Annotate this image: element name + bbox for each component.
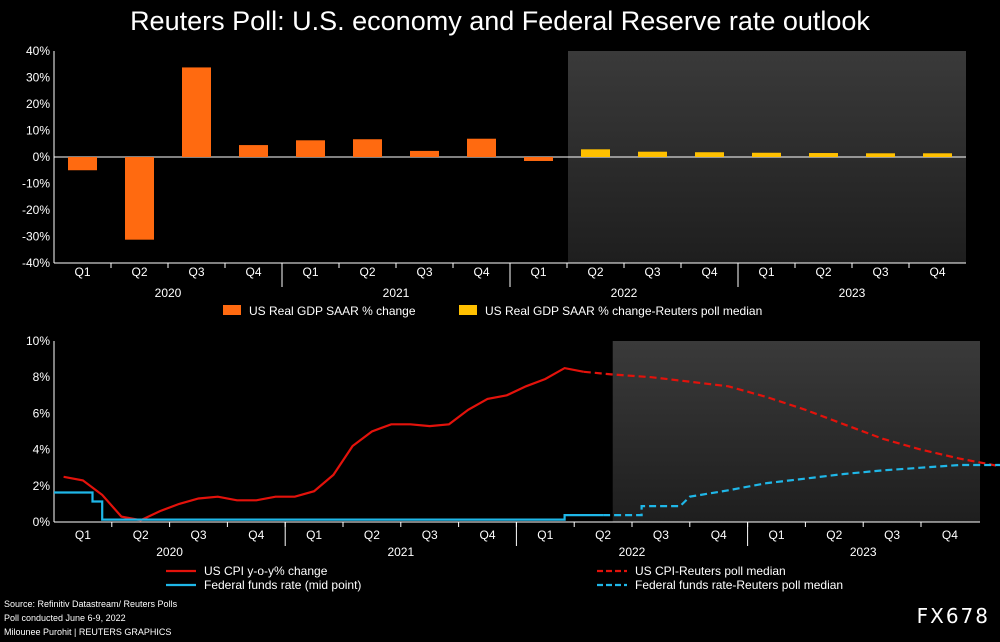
cpi-fed-legend: US CPI y-o-y% change US CPI-Reuters poll … xyxy=(166,564,843,592)
y-tick-label: 40% xyxy=(26,44,50,58)
year-label: 2020 xyxy=(156,545,183,559)
y-tick-label: 0% xyxy=(33,515,51,529)
x-tick-label: Q1 xyxy=(74,265,90,279)
x-tick-label: Q2 xyxy=(131,265,147,279)
y-tick-label: 2% xyxy=(33,479,51,493)
gdp-legend: US Real GDP SAAR % change US Real GDP SAA… xyxy=(223,304,762,318)
x-tick-label: Q3 xyxy=(422,528,438,542)
gdp-bar xyxy=(182,67,211,157)
gdp-forecast-bar xyxy=(581,149,610,157)
x-tick-label: Q1 xyxy=(75,528,91,542)
x-tick-label: Q4 xyxy=(942,528,958,542)
gdp-bar-chart: 40% 30% 20% 10% 0% -10% -20% -30% -40% Q1 Q2 Q3 Q4 Q1… xyxy=(22,44,966,300)
gdp-bar xyxy=(410,150,439,157)
x-tick-label: Q1 xyxy=(537,528,553,542)
y-tick-label: 10% xyxy=(26,124,50,138)
footer-source: Source: Refinitiv Datastream/ Reuters Po… xyxy=(4,599,178,609)
y-tick-label: 6% xyxy=(33,406,51,420)
y-tick-label: 0% xyxy=(33,150,51,164)
gdp-bar xyxy=(524,157,553,161)
legend-swatch xyxy=(223,305,241,315)
year-label: 2020 xyxy=(155,286,182,300)
x-tick-label: Q1 xyxy=(768,528,784,542)
fed-funds-line xyxy=(54,491,604,521)
x-tick-label: Q1 xyxy=(758,265,774,279)
watermark-logo: FX678 xyxy=(916,604,990,628)
year-label: 2022 xyxy=(611,286,638,300)
x-tick-label: Q1 xyxy=(306,528,322,542)
y-tick-label: -20% xyxy=(22,203,50,217)
gdp-bar xyxy=(296,140,325,157)
x-tick-label: Q3 xyxy=(416,265,432,279)
gdp-forecast-bar xyxy=(923,153,952,157)
year-label: 2023 xyxy=(839,286,866,300)
y-tick-label: 8% xyxy=(33,370,51,384)
forecast-shade xyxy=(612,341,980,522)
gdp-forecast-bar xyxy=(809,153,838,157)
x-tick-label: Q4 xyxy=(473,265,489,279)
gdp-bar xyxy=(125,157,154,240)
x-tick-label: Q4 xyxy=(245,265,261,279)
gdp-bar xyxy=(353,139,382,157)
footer-poll-date: Poll conducted June 6-9, 2022 xyxy=(4,613,126,623)
x-tick-label: Q3 xyxy=(190,528,206,542)
legend-swatch xyxy=(459,305,477,315)
fed-funds-forecast-line xyxy=(603,463,1000,517)
x-tick-label: Q2 xyxy=(587,265,603,279)
year-label: 2021 xyxy=(383,286,410,300)
gdp-forecast-bar xyxy=(695,152,724,157)
chart-title: Reuters Poll: U.S. economy and Federal R… xyxy=(130,6,870,36)
legend-label: Federal funds rate-Reuters poll median xyxy=(635,578,843,592)
x-tick-label: Q4 xyxy=(929,265,945,279)
gdp-bar xyxy=(68,157,97,171)
x-tick-label: Q4 xyxy=(479,528,495,542)
y-tick-label: 4% xyxy=(33,443,51,457)
cpi-line xyxy=(63,366,585,522)
x-tick-label: Q3 xyxy=(884,528,900,542)
footer-credit: Milounee Purohit | REUTERS GRAPHICS xyxy=(4,627,172,637)
x-tick-label: Q3 xyxy=(872,265,888,279)
cpi-fed-line-chart: 10% 8% 6% 4% 2% 0% Q1 Q2 Q3 Q4 Q1 Q2 Q3 Q4 Q1 Q2 Q3 Q4 Q1 Q… xyxy=(26,334,1000,559)
x-tick-label: Q2 xyxy=(359,265,375,279)
gdp-forecast-bar xyxy=(752,152,781,157)
x-tick-label: Q3 xyxy=(644,265,660,279)
legend-label: US CPI-Reuters poll median xyxy=(635,564,786,578)
x-tick-label: Q2 xyxy=(133,528,149,542)
y-tick-label: -40% xyxy=(22,256,50,270)
gdp-bar xyxy=(467,138,496,157)
cpi-forecast-line xyxy=(583,370,1000,468)
legend-label: US Real GDP SAAR % change-Reuters poll m… xyxy=(485,304,762,318)
gdp-bar xyxy=(239,145,268,157)
gdp-forecast-bar xyxy=(638,151,667,157)
legend-label: US Real GDP SAAR % change xyxy=(249,304,416,318)
y-tick-label: 10% xyxy=(26,334,50,348)
legend-label: Federal funds rate (mid point) xyxy=(204,578,361,592)
x-tick-label: Q3 xyxy=(188,265,204,279)
x-tick-label: Q2 xyxy=(364,528,380,542)
x-tick-label: Q4 xyxy=(711,528,727,542)
x-tick-label: Q1 xyxy=(302,265,318,279)
y-tick-label: -30% xyxy=(22,230,50,244)
y-tick-label: -10% xyxy=(22,177,50,191)
legend-label: US CPI y-o-y% change xyxy=(204,564,328,578)
year-label: 2021 xyxy=(387,545,414,559)
x-tick-label: Q4 xyxy=(701,265,717,279)
x-tick-label: Q2 xyxy=(815,265,831,279)
x-tick-label: Q2 xyxy=(826,528,842,542)
x-tick-label: Q4 xyxy=(248,528,264,542)
y-tick-label: 20% xyxy=(26,97,50,111)
x-tick-label: Q1 xyxy=(530,265,546,279)
x-tick-label: Q3 xyxy=(653,528,669,542)
year-label: 2022 xyxy=(619,545,646,559)
x-tick-label: Q2 xyxy=(595,528,611,542)
y-tick-label: 30% xyxy=(26,71,50,85)
gdp-forecast-bar xyxy=(866,153,895,157)
year-label: 2023 xyxy=(850,545,877,559)
